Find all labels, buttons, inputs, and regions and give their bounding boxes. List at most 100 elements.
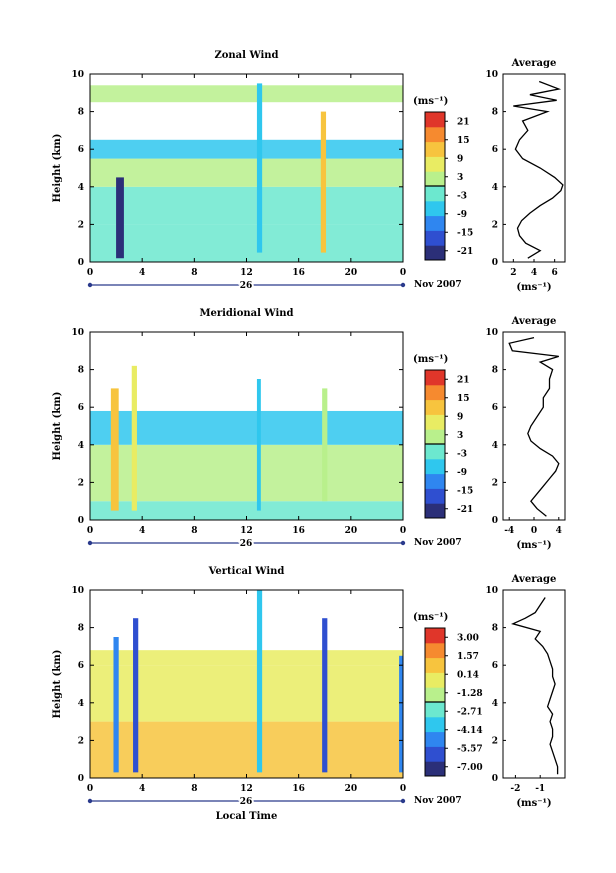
- date-bar-end: [400, 282, 406, 288]
- colorbar-swatch: [425, 200, 445, 217]
- average-x-tick-label: 2: [510, 268, 516, 278]
- colorbar-tick-label: 0.14: [457, 670, 479, 680]
- heatmap-band: [90, 501, 403, 520]
- x-tick-label: 16: [292, 268, 305, 278]
- average-y-tick-label: 0: [492, 258, 498, 268]
- x-tick-label: 12: [240, 784, 253, 794]
- average-profile-line: [513, 80, 564, 259]
- colorbar-tick-label: 21: [457, 375, 470, 385]
- y-tick-label: 8: [78, 108, 84, 118]
- average-y-tick-label: 4: [492, 183, 498, 193]
- colorbar-unit: (ms⁻¹): [413, 354, 448, 365]
- colorbar-tick-label: -2.71: [457, 707, 483, 717]
- heatmap-column: [399, 655, 403, 773]
- average-frame: [502, 589, 566, 779]
- colorbar-tick-label: -15: [457, 486, 473, 496]
- average-y-tick-label: 2: [492, 220, 498, 230]
- heatmap-band: [90, 721, 403, 778]
- date-bar-end: [400, 798, 406, 804]
- heatmap-column: [320, 111, 327, 253]
- colorbar-swatch: [425, 414, 445, 430]
- average-y-tick-label: 4: [492, 441, 498, 451]
- month-label: Nov 2007: [414, 280, 462, 290]
- colorbar-tick-label: 15: [457, 394, 470, 404]
- panel-title: Zonal Wind: [214, 50, 278, 61]
- heatmap-band: [90, 444, 403, 502]
- colorbar-swatch: [425, 370, 445, 386]
- month-label: Nov 2007: [414, 796, 462, 806]
- average-x-tick-label: 4: [531, 268, 537, 278]
- average-x-tick-label: -1: [535, 784, 545, 794]
- heatmap-band: [90, 85, 403, 103]
- y-tick-label: 6: [78, 661, 84, 671]
- colorbar-tick-label: 3: [457, 173, 463, 183]
- heatmap-column: [131, 365, 137, 511]
- colorbar-tick-label: 9: [457, 412, 463, 422]
- colorbar-swatch: [425, 473, 445, 489]
- average-y-tick-label: 6: [492, 145, 498, 155]
- colorbar-tick-label: 3.00: [457, 633, 479, 643]
- average-y-tick-label: 8: [492, 624, 498, 634]
- colorbar-swatch: [425, 126, 445, 143]
- colorbar-swatch: [425, 672, 445, 688]
- x-tick-label: 20: [345, 526, 358, 536]
- colorbar-swatch: [425, 628, 445, 644]
- x-tick-label: 8: [191, 268, 197, 278]
- x-tick-label: 0: [87, 526, 93, 536]
- average-y-tick-label: 10: [485, 586, 498, 596]
- x-tick-label: 0: [400, 784, 406, 794]
- average-y-tick-label: 4: [492, 699, 498, 709]
- panel-title: Meridional Wind: [199, 308, 293, 319]
- date-bar-end: [400, 540, 406, 546]
- heatmap-column: [256, 590, 263, 773]
- colorbar-swatch: [425, 702, 445, 718]
- colorbar-swatch: [425, 112, 445, 128]
- colorbar-tick-label: -7.00: [457, 763, 483, 773]
- x-tick-label: 4: [139, 526, 145, 536]
- average-y-tick-label: 8: [492, 108, 498, 118]
- colorbar-tick-label: -9: [457, 468, 467, 478]
- average-y-tick-label: 10: [485, 328, 498, 338]
- x-tick-label: 8: [191, 784, 197, 794]
- heatmap-column: [113, 637, 119, 773]
- y-tick-label: 4: [78, 441, 84, 451]
- colorbar-tick-label: -5.57: [457, 744, 483, 754]
- average-y-tick-label: 0: [492, 774, 498, 784]
- average-y-tick-label: 6: [492, 403, 498, 413]
- heatmap-column: [322, 618, 328, 773]
- x-tick-label: 12: [240, 526, 253, 536]
- colorbar-swatch: [425, 642, 445, 659]
- colorbar-swatch: [425, 186, 445, 202]
- average-x-tick-label: -2: [510, 784, 520, 794]
- x-tick-label: 4: [139, 268, 145, 278]
- date-label: 26: [240, 539, 253, 549]
- y-tick-label: 2: [78, 220, 84, 230]
- colorbar-swatch: [425, 444, 445, 460]
- colorbar-swatch: [425, 657, 445, 673]
- colorbar-tick-label: -3: [457, 449, 467, 459]
- colorbar-swatch: [425, 171, 445, 187]
- average-y-tick-label: 6: [492, 661, 498, 671]
- y-tick-label: 0: [78, 516, 84, 526]
- heatmap-band: [90, 158, 403, 187]
- average-y-tick-label: 8: [492, 366, 498, 376]
- average-x-tick-label: -4: [504, 526, 514, 536]
- date-bar-start: [87, 540, 93, 546]
- date-bar-start: [87, 282, 93, 288]
- x-tick-label: 20: [345, 784, 358, 794]
- y-axis-label: Height (km): [52, 392, 63, 461]
- average-profile-line: [510, 597, 559, 775]
- average-title: Average: [511, 316, 557, 327]
- y-tick-label: 2: [78, 478, 84, 488]
- x-tick-label: 0: [400, 526, 406, 536]
- y-tick-label: 8: [78, 624, 84, 634]
- y-tick-label: 10: [71, 586, 84, 596]
- colorbar-swatch: [425, 458, 445, 475]
- x-axis-label: Local Time: [216, 811, 278, 822]
- average-x-tick-label: 6: [552, 268, 558, 278]
- colorbar-tick-label: 9: [457, 154, 463, 164]
